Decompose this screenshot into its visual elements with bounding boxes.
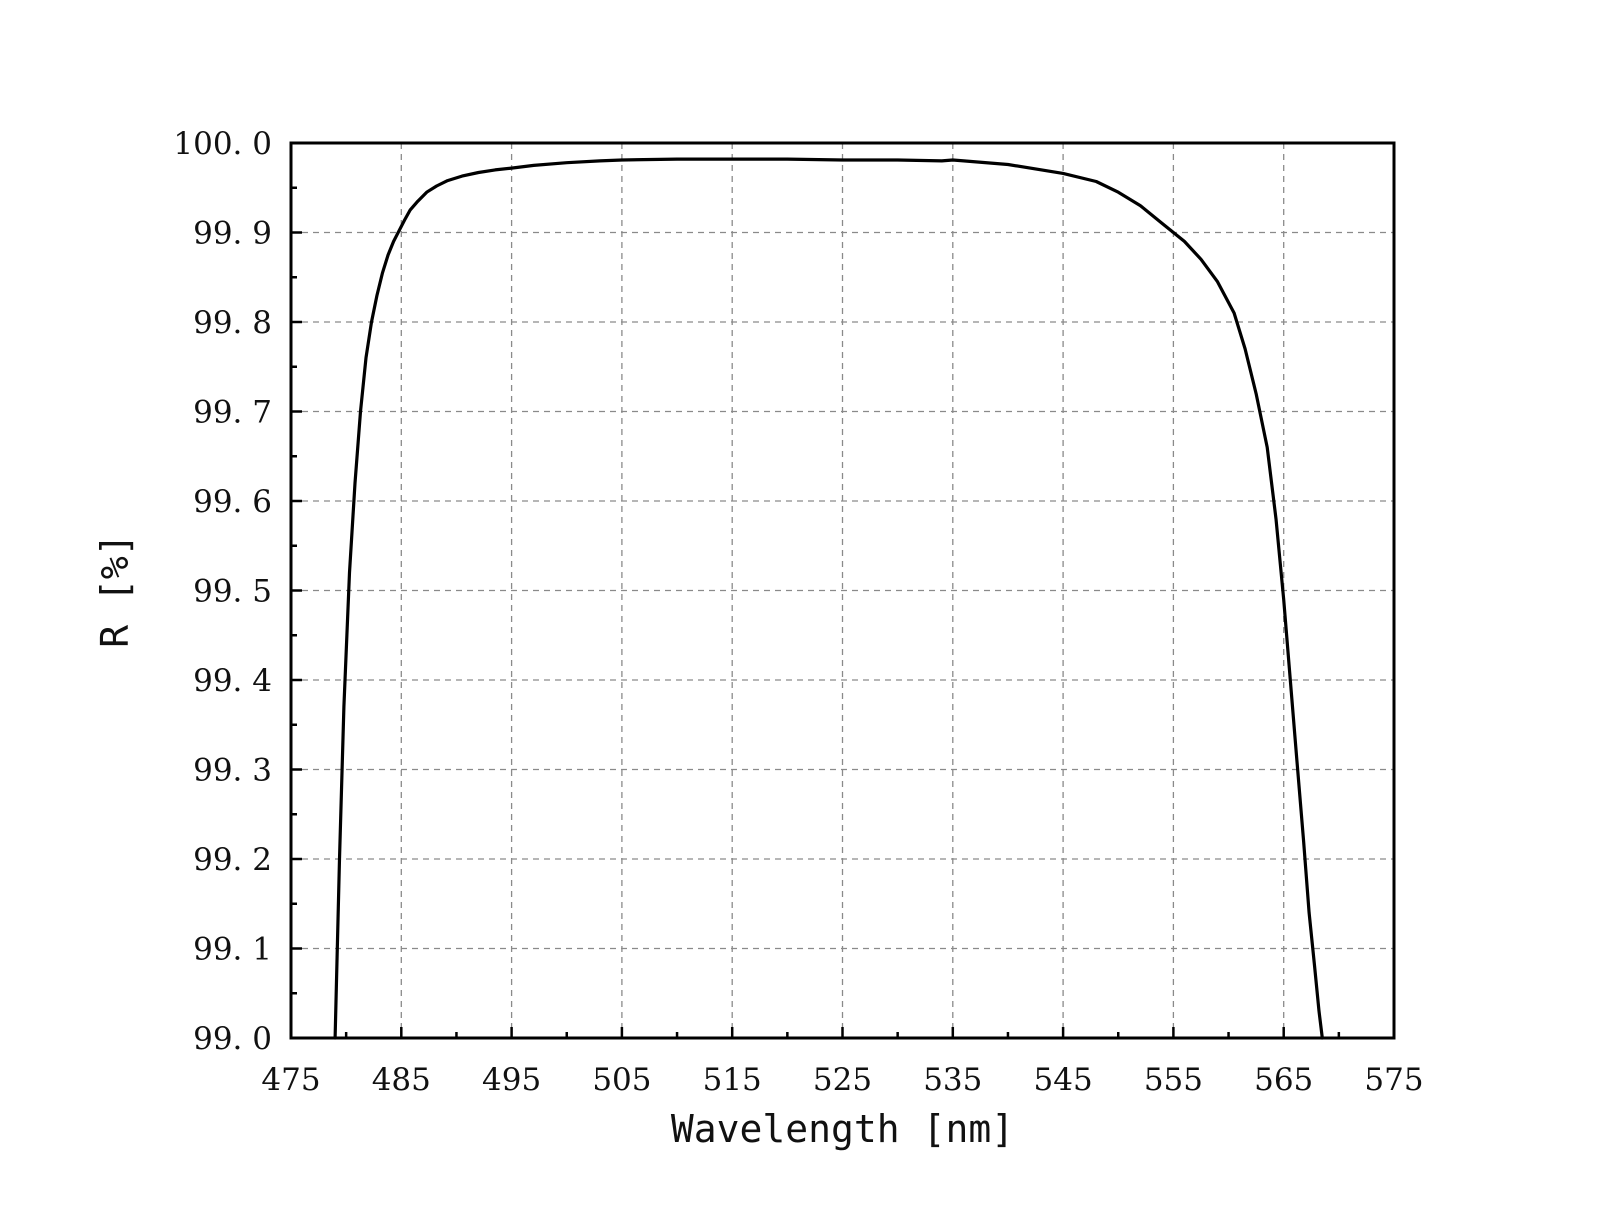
y-tick-label: 99. 1 bbox=[193, 932, 272, 968]
y-tick-label: 99. 0 bbox=[193, 1021, 272, 1057]
x-tick-label: 505 bbox=[592, 1062, 651, 1098]
y-tick-label: 99. 3 bbox=[193, 753, 272, 789]
x-tick-label: 485 bbox=[372, 1062, 431, 1098]
reflectance-curve bbox=[333, 157, 1324, 1040]
x-axis-title: Wavelength [nm] bbox=[671, 1107, 1014, 1151]
x-tick-label: 535 bbox=[923, 1062, 982, 1098]
x-tick-labels: 475 485 495 505 515 525 535 545 555 565 575 bbox=[261, 1062, 1423, 1098]
grid-lines bbox=[291, 143, 1394, 1038]
x-tick-label: 555 bbox=[1144, 1062, 1203, 1098]
y-tick-label: 99. 8 bbox=[193, 305, 272, 341]
y-tick-label: 99. 4 bbox=[193, 663, 272, 699]
y-tick-label: 99. 7 bbox=[193, 395, 272, 431]
y-tick-label: 99. 2 bbox=[193, 842, 272, 878]
series-layer bbox=[333, 157, 1324, 1040]
x-tick-label: 515 bbox=[703, 1062, 762, 1098]
x-tick-label: 575 bbox=[1364, 1062, 1423, 1098]
y-tick-label: 99. 9 bbox=[193, 216, 272, 252]
x-tick-label: 545 bbox=[1034, 1062, 1093, 1098]
y-tick-label: 99. 5 bbox=[193, 574, 272, 610]
y-tick-label: 100. 0 bbox=[173, 126, 272, 162]
y-axis-title: R [%] bbox=[93, 533, 137, 647]
axis-ticks bbox=[289, 141, 1396, 1040]
x-tick-label: 565 bbox=[1254, 1062, 1313, 1098]
x-tick-label: 525 bbox=[813, 1062, 872, 1098]
y-tick-labels: 99. 0 99. 1 99. 2 99. 3 99. 4 99. 5 99. 6 99. 7… bbox=[173, 126, 272, 1057]
y-tick-label: 99. 6 bbox=[193, 484, 272, 520]
x-tick-label: 495 bbox=[482, 1062, 541, 1098]
x-tick-label: 475 bbox=[261, 1062, 320, 1098]
